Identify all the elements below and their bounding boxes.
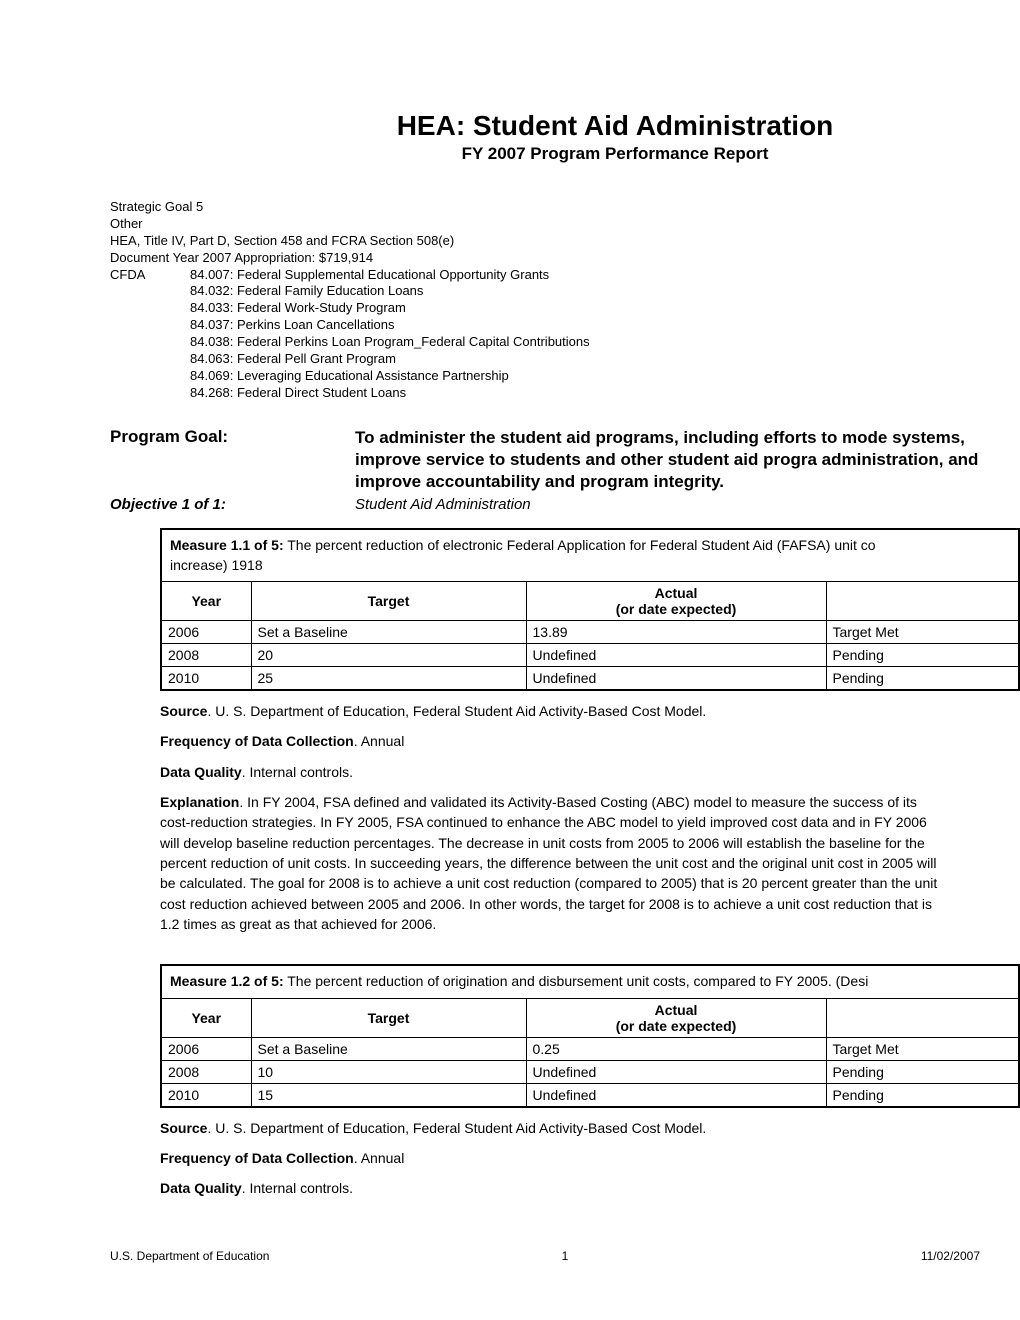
- program-goal-text: To administer the student aid programs, …: [355, 427, 1020, 493]
- cell-target: 20: [251, 644, 526, 667]
- table-row: 2010 15 Undefined Pending: [161, 1083, 1019, 1107]
- cell-year: 2010: [161, 667, 251, 691]
- th-year: Year: [161, 998, 251, 1037]
- objective-row: Objective 1 of 1: Student Aid Administra…: [110, 496, 1020, 513]
- program-goal-row: Program Goal: To administer the student …: [110, 427, 1020, 493]
- cell-year: 2010: [161, 1083, 251, 1107]
- cell-actual: Undefined: [526, 1060, 826, 1083]
- measure-title-cell: Measure 1.2 of 5: The percent reduction …: [161, 965, 1019, 998]
- cell-status: Pending: [826, 667, 1019, 691]
- freq-text: . Annual: [354, 1150, 405, 1166]
- objective-text: Student Aid Administration: [355, 496, 1020, 513]
- measure-1-2-label: Measure 1.2 of 5:: [170, 973, 284, 989]
- th-target: Target: [251, 998, 526, 1037]
- cell-actual: Undefined: [526, 667, 826, 691]
- cell-target: 10: [251, 1060, 526, 1083]
- cfda-item: 84.268: Federal Direct Student Loans: [190, 385, 1020, 402]
- table-row: 2006 Set a Baseline 0.25 Target Met: [161, 1037, 1019, 1060]
- cfda-item: 84.033: Federal Work-Study Program: [190, 300, 1020, 317]
- cell-status: Pending: [826, 644, 1019, 667]
- cfda-item: 84.037: Perkins Loan Cancellations: [190, 317, 1020, 334]
- hea-line: HEA, Title IV, Part D, Section 458 and F…: [110, 233, 1020, 250]
- cell-status: Pending: [826, 1060, 1019, 1083]
- doc-year: Document Year 2007 Appropriation: $719,9…: [110, 250, 1020, 267]
- cell-year: 2006: [161, 621, 251, 644]
- page-footer: U.S. Department of Education 1 11/02/200…: [110, 1249, 1020, 1263]
- source-text: . U. S. Department of Education, Federal…: [207, 703, 706, 719]
- freq-label: Frequency of Data Collection: [160, 733, 354, 749]
- freq-label: Frequency of Data Collection: [160, 1150, 354, 1166]
- page-title: HEA: Student Aid Administration: [210, 110, 1020, 142]
- source-label: Source: [160, 703, 207, 719]
- expl-text: . In FY 2004, FSA defined and validated …: [160, 794, 937, 932]
- th-status: [826, 998, 1019, 1037]
- cell-status: Target Met: [826, 1037, 1019, 1060]
- footer-date: 11/02/2007: [921, 1249, 980, 1263]
- strategic-goal: Strategic Goal 5: [110, 199, 1020, 216]
- title-block: HEA: Student Aid Administration FY 2007 …: [210, 110, 1020, 164]
- other-line: Other: [110, 216, 1020, 233]
- cell-target: Set a Baseline: [251, 621, 526, 644]
- cell-year: 2008: [161, 1060, 251, 1083]
- cell-status: Pending: [826, 1083, 1019, 1107]
- footer-left: U.S. Department of Education: [110, 1249, 269, 1263]
- expl-label: Explanation: [160, 794, 239, 810]
- measure-1-1-label: Measure 1.1 of 5:: [170, 537, 284, 553]
- cfda-block: CFDA 84.007: Federal Supplemental Educat…: [110, 267, 1020, 402]
- measure-table-1: Measure 1.1 of 5: The percent reduction …: [160, 528, 1020, 691]
- measure-1-1-suffix: increase) 1918: [170, 557, 263, 573]
- measure-1-2-text: The percent reduction of origination and…: [284, 973, 869, 989]
- cell-actual: 13.89: [526, 621, 826, 644]
- quality-text: . Internal controls.: [242, 1180, 353, 1196]
- measure-1-1: Measure 1.1 of 5: The percent reduction …: [160, 528, 1020, 934]
- cfda-label: CFDA: [110, 267, 190, 402]
- freq-text: . Annual: [354, 733, 405, 749]
- measure-title-cell: Measure 1.1 of 5: The percent reduction …: [161, 529, 1019, 582]
- cfda-list: 84.007: Federal Supplemental Educational…: [190, 267, 1020, 402]
- cfda-item: 84.032: Federal Family Education Loans: [190, 283, 1020, 300]
- cell-target: Set a Baseline: [251, 1037, 526, 1060]
- quality-text: . Internal controls.: [242, 764, 353, 780]
- th-status: [826, 582, 1019, 621]
- cfda-item: 84.038: Federal Perkins Loan Program_Fed…: [190, 334, 1020, 351]
- page-subtitle: FY 2007 Program Performance Report: [210, 144, 1020, 164]
- th-actual: Actual(or date expected): [526, 582, 826, 621]
- measure-1-2-notes: Source. U. S. Department of Education, F…: [160, 1118, 1020, 1199]
- table-row: 2008 20 Undefined Pending: [161, 644, 1019, 667]
- cell-actual: Undefined: [526, 1083, 826, 1107]
- footer-page-number: 1: [562, 1249, 569, 1263]
- cell-actual: Undefined: [526, 644, 826, 667]
- th-actual: Actual(or date expected): [526, 998, 826, 1037]
- measure-1-1-notes: Source. U. S. Department of Education, F…: [160, 701, 1020, 934]
- source-text: . U. S. Department of Education, Federal…: [207, 1120, 706, 1136]
- th-year: Year: [161, 582, 251, 621]
- cell-year: 2006: [161, 1037, 251, 1060]
- cell-year: 2008: [161, 644, 251, 667]
- cfda-item: 84.007: Federal Supplemental Educational…: [190, 267, 1020, 284]
- th-target: Target: [251, 582, 526, 621]
- quality-label: Data Quality: [160, 1180, 242, 1196]
- cfda-item: 84.063: Federal Pell Grant Program: [190, 351, 1020, 368]
- cell-actual: 0.25: [526, 1037, 826, 1060]
- objective-label: Objective 1 of 1:: [110, 496, 355, 513]
- table-row: 2006 Set a Baseline 13.89 Target Met: [161, 621, 1019, 644]
- program-goal-label: Program Goal:: [110, 427, 355, 493]
- cell-target: 25: [251, 667, 526, 691]
- quality-label: Data Quality: [160, 764, 242, 780]
- cfda-item: 84.069: Leveraging Educational Assistanc…: [190, 368, 1020, 385]
- source-label: Source: [160, 1120, 207, 1136]
- meta-block: Strategic Goal 5 Other HEA, Title IV, Pa…: [110, 199, 1020, 402]
- measure-1-1-text: The percent reduction of electronic Fede…: [284, 537, 876, 553]
- measure-1-2: Measure 1.2 of 5: The percent reduction …: [160, 964, 1020, 1198]
- cell-status: Target Met: [826, 621, 1019, 644]
- table-row: 2010 25 Undefined Pending: [161, 667, 1019, 691]
- table-row: 2008 10 Undefined Pending: [161, 1060, 1019, 1083]
- cell-target: 15: [251, 1083, 526, 1107]
- measure-table-2: Measure 1.2 of 5: The percent reduction …: [160, 964, 1020, 1108]
